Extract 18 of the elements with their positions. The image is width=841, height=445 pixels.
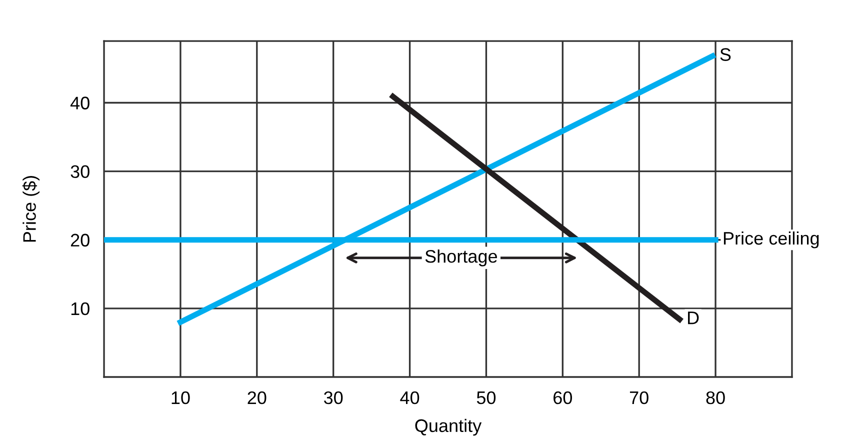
series-label: Price ceiling [724, 231, 819, 248]
y-axis-title: Price ($) [22, 176, 40, 242]
x-tick-label: 40 [400, 391, 420, 404]
x-tick-label: 70 [630, 391, 648, 404]
x-tick-label: 50 [476, 391, 496, 404]
x-tick-label: 80 [706, 391, 725, 404]
series-label: S [720, 48, 731, 61]
x-tick-label: 10 [172, 391, 190, 404]
y-tick-label: 40 [70, 96, 90, 110]
y-tick-label: 20 [70, 234, 90, 247]
x-axis-title: Quantity [415, 418, 482, 436]
annotation: Shortage [425, 250, 497, 266]
y-tick-label: 30 [70, 165, 90, 178]
x-tick-label: 30 [324, 391, 343, 404]
x-tick-label: 60 [554, 391, 572, 404]
series-label: D [688, 312, 699, 324]
x-tick-label: 20 [248, 391, 266, 404]
y-tick-label: 10 [71, 302, 90, 316]
